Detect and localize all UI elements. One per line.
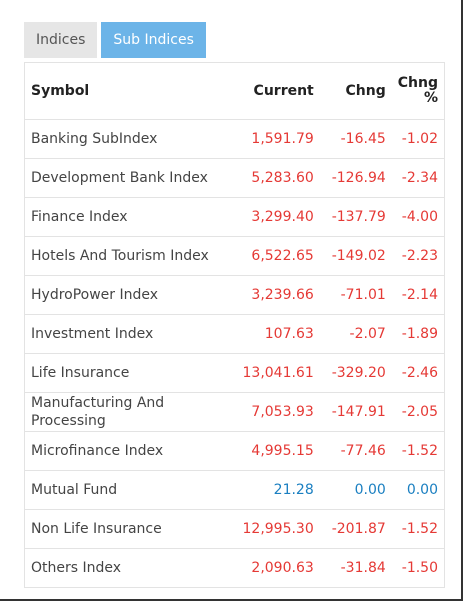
symbol-cell: Investment Index [25, 314, 229, 354]
symbol-cell: Hotels And Tourism Index [25, 236, 229, 276]
value-cell: -1.50 [391, 548, 444, 588]
value-cell: -2.34 [391, 158, 444, 198]
table-row: Manufacturing And Processing 7,053.93 -147… [25, 392, 444, 432]
value-cell: -201.87 [319, 509, 392, 549]
value-cell: -147.91 [319, 392, 392, 432]
tab[interactable]: Sub Indices [101, 22, 206, 58]
table-body: Banking SubIndex 1,591.79 -16.45 -1.02 Devel… [25, 119, 444, 588]
value-cell: -2.07 [319, 314, 392, 354]
value-cell: 3,299.40 [229, 197, 320, 237]
value-cell: -1.52 [391, 509, 444, 549]
value-cell: 0.00 [391, 470, 444, 510]
tab-bar: Indices Sub Indices [24, 22, 206, 58]
column-header: Current [229, 63, 320, 120]
value-cell: -2.14 [391, 275, 444, 315]
value-cell: -16.45 [319, 119, 392, 159]
value-cell: 4,995.15 [229, 431, 320, 471]
value-cell: -1.89 [391, 314, 444, 354]
table-row: Life Insurance 13,041.61 -329.20 -2.46 [25, 353, 444, 393]
value-cell: -77.46 [319, 431, 392, 471]
value-cell: 21.28 [229, 470, 320, 510]
value-cell: -4.00 [391, 197, 444, 237]
symbol-cell: Life Insurance [25, 353, 229, 393]
table-row: Development Bank Index 5,283.60 -126.94 -2.… [25, 158, 444, 198]
value-cell: -329.20 [319, 353, 392, 393]
value-cell: -2.46 [391, 353, 444, 393]
symbol-cell: Finance Index [25, 197, 229, 237]
table-row: Mutual Fund 21.28 0.00 0.00 [25, 470, 444, 510]
value-cell: -126.94 [319, 158, 392, 198]
column-header: Chng [319, 63, 392, 120]
column-header: Chng % [391, 63, 444, 120]
symbol-cell: Non Life Insurance [25, 509, 229, 549]
value-cell: 3,239.66 [229, 275, 320, 315]
value-cell: 0.00 [319, 470, 392, 510]
value-cell: -2.05 [391, 392, 444, 432]
symbol-cell: Microfinance Index [25, 431, 229, 471]
table-row: Non Life Insurance 12,995.30 -201.87 -1.52 [25, 509, 444, 549]
value-cell: -31.84 [319, 548, 392, 588]
value-cell: 7,053.93 [229, 392, 320, 432]
value-cell: -71.01 [319, 275, 392, 315]
symbol-cell: Banking SubIndex [25, 119, 229, 159]
column-header: Symbol [25, 63, 229, 120]
value-cell: 5,283.60 [229, 158, 320, 198]
symbol-cell: Mutual Fund [25, 470, 229, 510]
value-cell: -149.02 [319, 236, 392, 276]
table-row: Microfinance Index 4,995.15 -77.46 -1.52 [25, 431, 444, 471]
tab[interactable]: Indices [24, 22, 98, 58]
value-cell: 107.63 [229, 314, 320, 354]
sub-indices-table: Symbol Current Chng Chng % Banking SubIndex… [25, 63, 444, 588]
value-cell: 2,090.63 [229, 548, 320, 588]
table-container: Symbol Current Chng Chng % Banking SubIndex… [24, 62, 445, 588]
table-row: Hotels And Tourism Index 6,522.65 -149.02-… [25, 236, 444, 276]
value-cell: -2.23 [391, 236, 444, 276]
value-cell: 6,522.65 [229, 236, 320, 276]
value-cell: -1.02 [391, 119, 444, 159]
value-cell: 12,995.30 [229, 509, 320, 549]
symbol-cell: Others Index [25, 548, 229, 588]
symbol-cell: HydroPower Index [25, 275, 229, 315]
value-cell: -1.52 [391, 431, 444, 471]
table-row: HydroPower Index 3,239.66 -71.01 -2.14 [25, 275, 444, 315]
table-row: Banking SubIndex 1,591.79 -16.45 -1.02 [25, 119, 444, 159]
value-cell: 13,041.61 [229, 353, 320, 393]
header-row: Symbol Current Chng Chng % [25, 63, 444, 120]
table-row: Finance Index 3,299.40 -137.79 -4.00 [25, 197, 444, 237]
table-row: Others Index 2,090.63 -31.84 -1.50 [25, 548, 444, 588]
table-row: Investment Index 107.63 -2.07 -1.89 [25, 314, 444, 354]
value-cell: -137.79 [319, 197, 392, 237]
value-cell: 1,591.79 [229, 119, 320, 159]
symbol-cell: Development Bank Index [25, 158, 229, 198]
symbol-cell: Manufacturing And Processing [25, 392, 229, 432]
